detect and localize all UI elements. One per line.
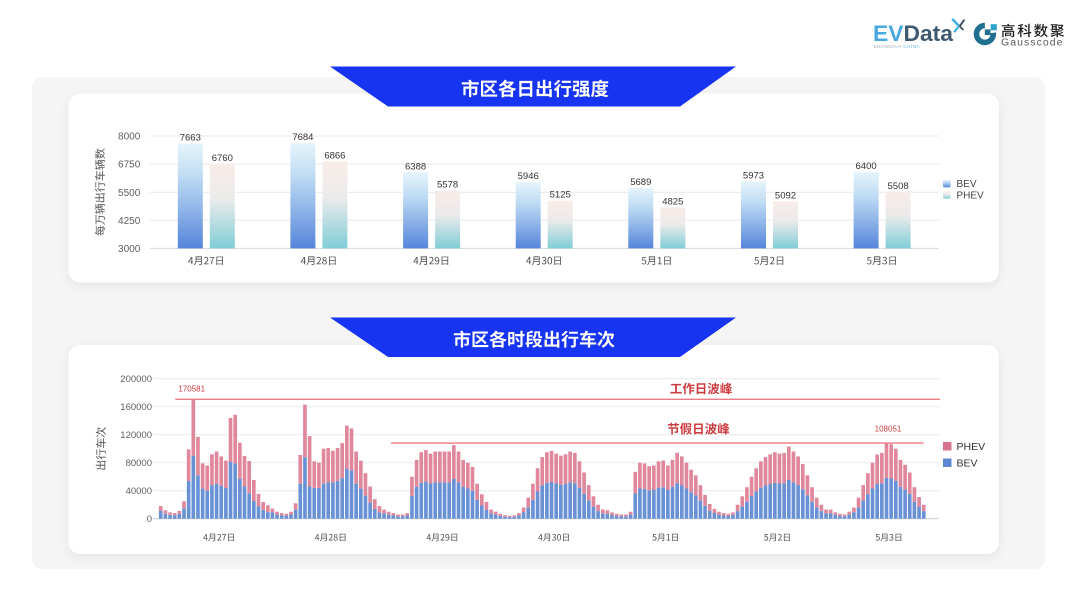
svg-text:4825: 4825 xyxy=(662,196,683,207)
svg-text:108051: 108051 xyxy=(875,425,902,434)
svg-text:8000: 8000 xyxy=(118,132,141,143)
svg-text:5946: 5946 xyxy=(518,171,539,182)
svg-text:SHANGHAI CHINA: SHANGHAI CHINA xyxy=(874,44,921,49)
svg-text:5125: 5125 xyxy=(550,190,571,201)
svg-text:160000: 160000 xyxy=(120,402,152,413)
svg-text:5500: 5500 xyxy=(118,188,141,199)
svg-text:5578: 5578 xyxy=(437,180,458,191)
svg-text:5092: 5092 xyxy=(775,190,796,201)
svg-text:200000: 200000 xyxy=(120,374,152,385)
svg-text:6400: 6400 xyxy=(856,161,877,172)
svg-text:EVData: EVData xyxy=(873,21,954,46)
svg-text:6388: 6388 xyxy=(405,161,426,172)
svg-text:120000: 120000 xyxy=(120,430,152,441)
svg-text:6866: 6866 xyxy=(324,151,345,162)
svg-text:80000: 80000 xyxy=(126,458,152,469)
svg-text:BEV: BEV xyxy=(957,458,978,470)
svg-text:5689: 5689 xyxy=(630,177,651,188)
svg-text:PHEV: PHEV xyxy=(957,190,985,201)
svg-text:7684: 7684 xyxy=(292,132,313,143)
svg-text:6750: 6750 xyxy=(118,160,141,171)
svg-text:6760: 6760 xyxy=(212,153,233,164)
svg-text:7663: 7663 xyxy=(180,133,201,144)
svg-text:5508: 5508 xyxy=(888,181,909,192)
svg-text:170581: 170581 xyxy=(178,385,205,394)
svg-text:4250: 4250 xyxy=(118,216,141,227)
svg-text:3000: 3000 xyxy=(118,244,141,255)
svg-text:BEV: BEV xyxy=(957,179,977,190)
svg-text:Gausscode: Gausscode xyxy=(1001,37,1064,49)
svg-text:5973: 5973 xyxy=(743,171,764,182)
svg-text:PHEV: PHEV xyxy=(957,441,986,453)
svg-text:40000: 40000 xyxy=(126,486,152,497)
svg-text:0: 0 xyxy=(147,514,152,525)
